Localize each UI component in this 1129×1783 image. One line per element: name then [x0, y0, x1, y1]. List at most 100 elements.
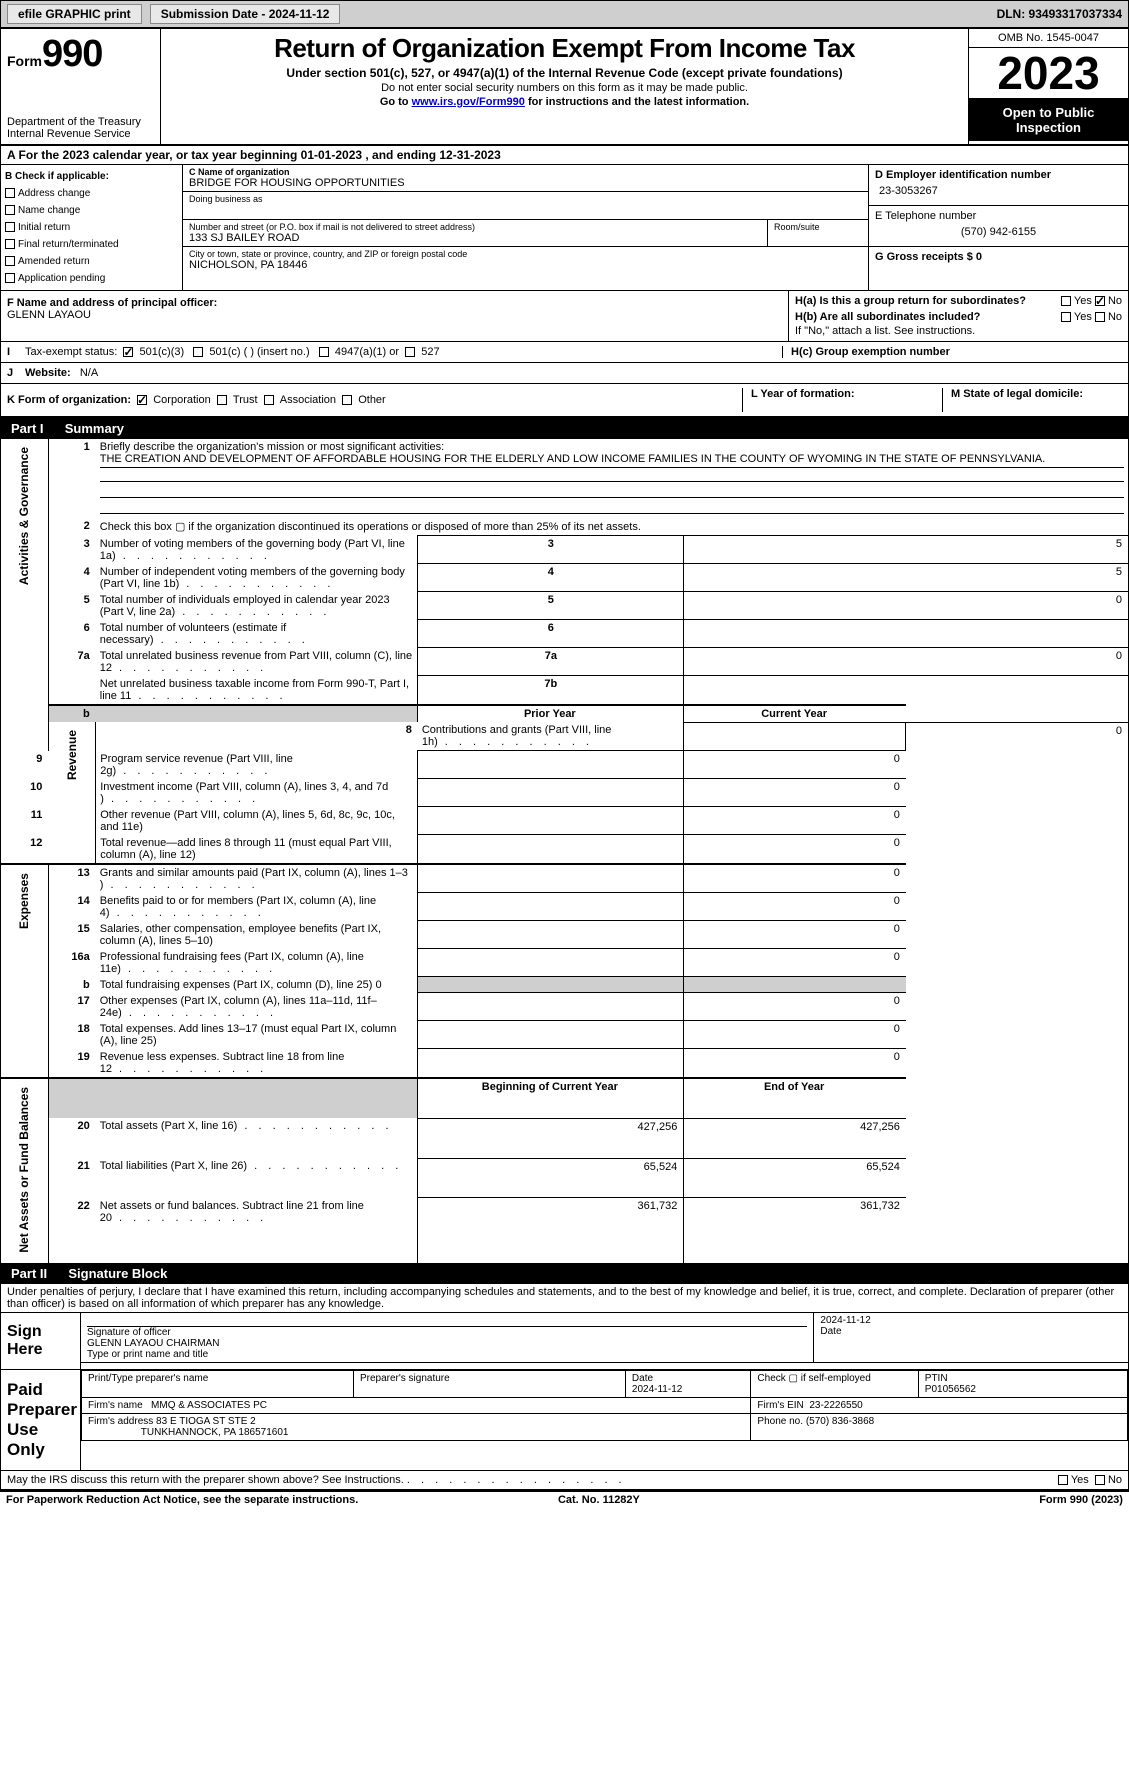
chk-name-change[interactable]	[5, 205, 15, 215]
firm-ein: 23-2226550	[809, 1400, 862, 1411]
eoy-hdr: End of Year	[684, 1078, 906, 1119]
line21-prior: 65,524	[418, 1158, 684, 1198]
line7b: Net unrelated business taxable income fr…	[96, 676, 418, 705]
ha-yes[interactable]	[1061, 296, 1071, 306]
ha-label: H(a) Is this a group return for subordin…	[795, 295, 1026, 307]
mission-text: THE CREATION AND DEVELOPMENT OF AFFORDAB…	[100, 453, 1124, 468]
chk-4947[interactable]	[319, 347, 329, 357]
phone-label: E Telephone number	[875, 210, 976, 222]
hc-label: H(c) Group exemption number	[791, 346, 950, 358]
line5-val: 0	[684, 592, 1128, 620]
line16a-curr: 0	[684, 949, 906, 977]
sig-date-lbl: Date	[820, 1326, 841, 1337]
discuss-no[interactable]	[1095, 1475, 1105, 1485]
line9-curr: 0	[684, 751, 906, 779]
side-expenses: Expenses	[17, 867, 31, 935]
officer-name: GLENN LAYAOU	[7, 309, 91, 321]
line14-curr: 0	[684, 893, 906, 921]
omb-number: OMB No. 1545-0047	[969, 29, 1128, 48]
submission-date-label: Submission Date - 2024-11-12	[150, 4, 341, 24]
line18-curr: 0	[684, 1021, 906, 1049]
pp-sig-lbl: Preparer's signature	[360, 1373, 450, 1384]
tax-year: 2023	[969, 48, 1128, 99]
sig-officer-lbl: Signature of officer	[87, 1327, 171, 1338]
tax-exempt-label: Tax-exempt status:	[25, 346, 117, 358]
chk-corp[interactable]	[137, 395, 147, 405]
line10: Investment income (Part VIII, column (A)…	[96, 779, 418, 807]
chk-other[interactable]	[342, 395, 352, 405]
form-subtitle: Under section 501(c), 527, or 4947(a)(1)…	[171, 66, 958, 80]
chk-address-change[interactable]	[5, 188, 15, 198]
line19-curr: 0	[684, 1049, 906, 1078]
chk-trust[interactable]	[217, 395, 227, 405]
line8: Contributions and grants (Part VIII, lin…	[418, 722, 684, 751]
l-year-formation: L Year of formation:	[751, 388, 855, 400]
gross-receipts: G Gross receipts $ 0	[875, 251, 982, 263]
line6: Total number of volunteers (estimate if …	[96, 620, 418, 648]
line9: Program service revenue (Part VIII, line…	[96, 751, 418, 779]
ein-label: D Employer identification number	[875, 169, 1051, 181]
line10-curr: 0	[684, 779, 906, 807]
line4: Number of independent voting members of …	[96, 564, 418, 592]
dln-label: DLN: 93493317037334	[997, 7, 1122, 21]
line12-curr: 0	[684, 835, 906, 864]
m-state-domicile: M State of legal domicile:	[951, 388, 1083, 400]
chk-app-pending[interactable]	[5, 273, 15, 283]
line17-curr: 0	[684, 993, 906, 1021]
chk-initial-return[interactable]	[5, 222, 15, 232]
line18: Total expenses. Add lines 13–17 (must eq…	[96, 1021, 418, 1049]
chk-527[interactable]	[405, 347, 415, 357]
ptin-val: P01056562	[925, 1384, 976, 1395]
firm-addr2: TUNKHANNOCK, PA 186571601	[141, 1427, 289, 1438]
line16a: Professional fundraising fees (Part IX, …	[96, 949, 418, 977]
footer: For Paperwork Reduction Act Notice, see …	[0, 1490, 1129, 1508]
hb-note: If "No," attach a list. See instructions…	[795, 325, 1122, 337]
paid-preparer-label: Paid Preparer Use Only	[1, 1370, 81, 1470]
chk-assoc[interactable]	[264, 395, 274, 405]
ssn-warning: Do not enter social security numbers on …	[171, 82, 958, 94]
irs-link[interactable]: www.irs.gov/Form990	[412, 96, 525, 108]
firm-name: MMQ & ASSOCIATES PC	[151, 1400, 267, 1411]
pp-date: 2024-11-12	[632, 1384, 682, 1395]
line1-label: Briefly describe the organization's miss…	[100, 441, 444, 453]
line17: Other expenses (Part IX, column (A), lin…	[96, 993, 418, 1021]
efile-print-button[interactable]: efile GRAPHIC print	[7, 4, 142, 24]
side-revenue: Revenue	[65, 724, 79, 786]
firm-phone: (570) 836-3868	[806, 1416, 874, 1427]
hb-yes[interactable]	[1061, 312, 1071, 322]
form-number: Form990	[7, 33, 154, 76]
part-2-header: Part II Signature Block	[1, 1263, 1128, 1284]
line6-val	[684, 620, 1128, 648]
line22-curr: 361,732	[684, 1198, 906, 1263]
ha-no[interactable]	[1095, 296, 1105, 306]
chk-501c3[interactable]	[123, 347, 133, 357]
chk-amended[interactable]	[5, 256, 15, 266]
form-id: Form 990 (2023)	[1039, 1494, 1123, 1506]
hb-no[interactable]	[1095, 312, 1105, 322]
line11-curr: 0	[684, 807, 906, 835]
line3: Number of voting members of the governin…	[96, 536, 418, 564]
instructions-link-row: Go to www.irs.gov/Form990 for instructio…	[171, 96, 958, 108]
chk-501c[interactable]	[193, 347, 203, 357]
perjury-declaration: Under penalties of perjury, I declare th…	[1, 1284, 1128, 1312]
firm-addr1: 83 E TIOGA ST STE 2	[156, 1416, 256, 1427]
city-value: NICHOLSON, PA 18446	[189, 259, 862, 271]
discuss-yes[interactable]	[1058, 1475, 1068, 1485]
phone-value: (570) 942-6155	[875, 222, 1122, 242]
sign-here-label: Sign Here	[1, 1313, 81, 1369]
line11: Other revenue (Part VIII, column (A), li…	[96, 807, 418, 835]
line5: Total number of individuals employed in …	[96, 592, 418, 620]
chk-final-return[interactable]	[5, 239, 15, 249]
line15: Salaries, other compensation, employee b…	[96, 921, 418, 949]
line13: Grants and similar amounts paid (Part IX…	[96, 864, 418, 893]
discuss-question: May the IRS discuss this return with the…	[7, 1474, 404, 1486]
line15-curr: 0	[684, 921, 906, 949]
summary-table: Activities & Governance 1 Briefly descri…	[1, 439, 1128, 1263]
side-netassets: Net Assets or Fund Balances	[17, 1081, 31, 1259]
sig-officer-val: GLENN LAYAOU CHAIRMAN	[87, 1338, 219, 1349]
line8-curr: 0	[906, 722, 1128, 751]
sig-title-lbl: Type or print name and title	[87, 1349, 208, 1360]
line16b: Total fundraising expenses (Part IX, col…	[96, 977, 418, 993]
line13-curr: 0	[684, 864, 906, 893]
sig-date-val: 2024-11-12	[820, 1315, 870, 1326]
